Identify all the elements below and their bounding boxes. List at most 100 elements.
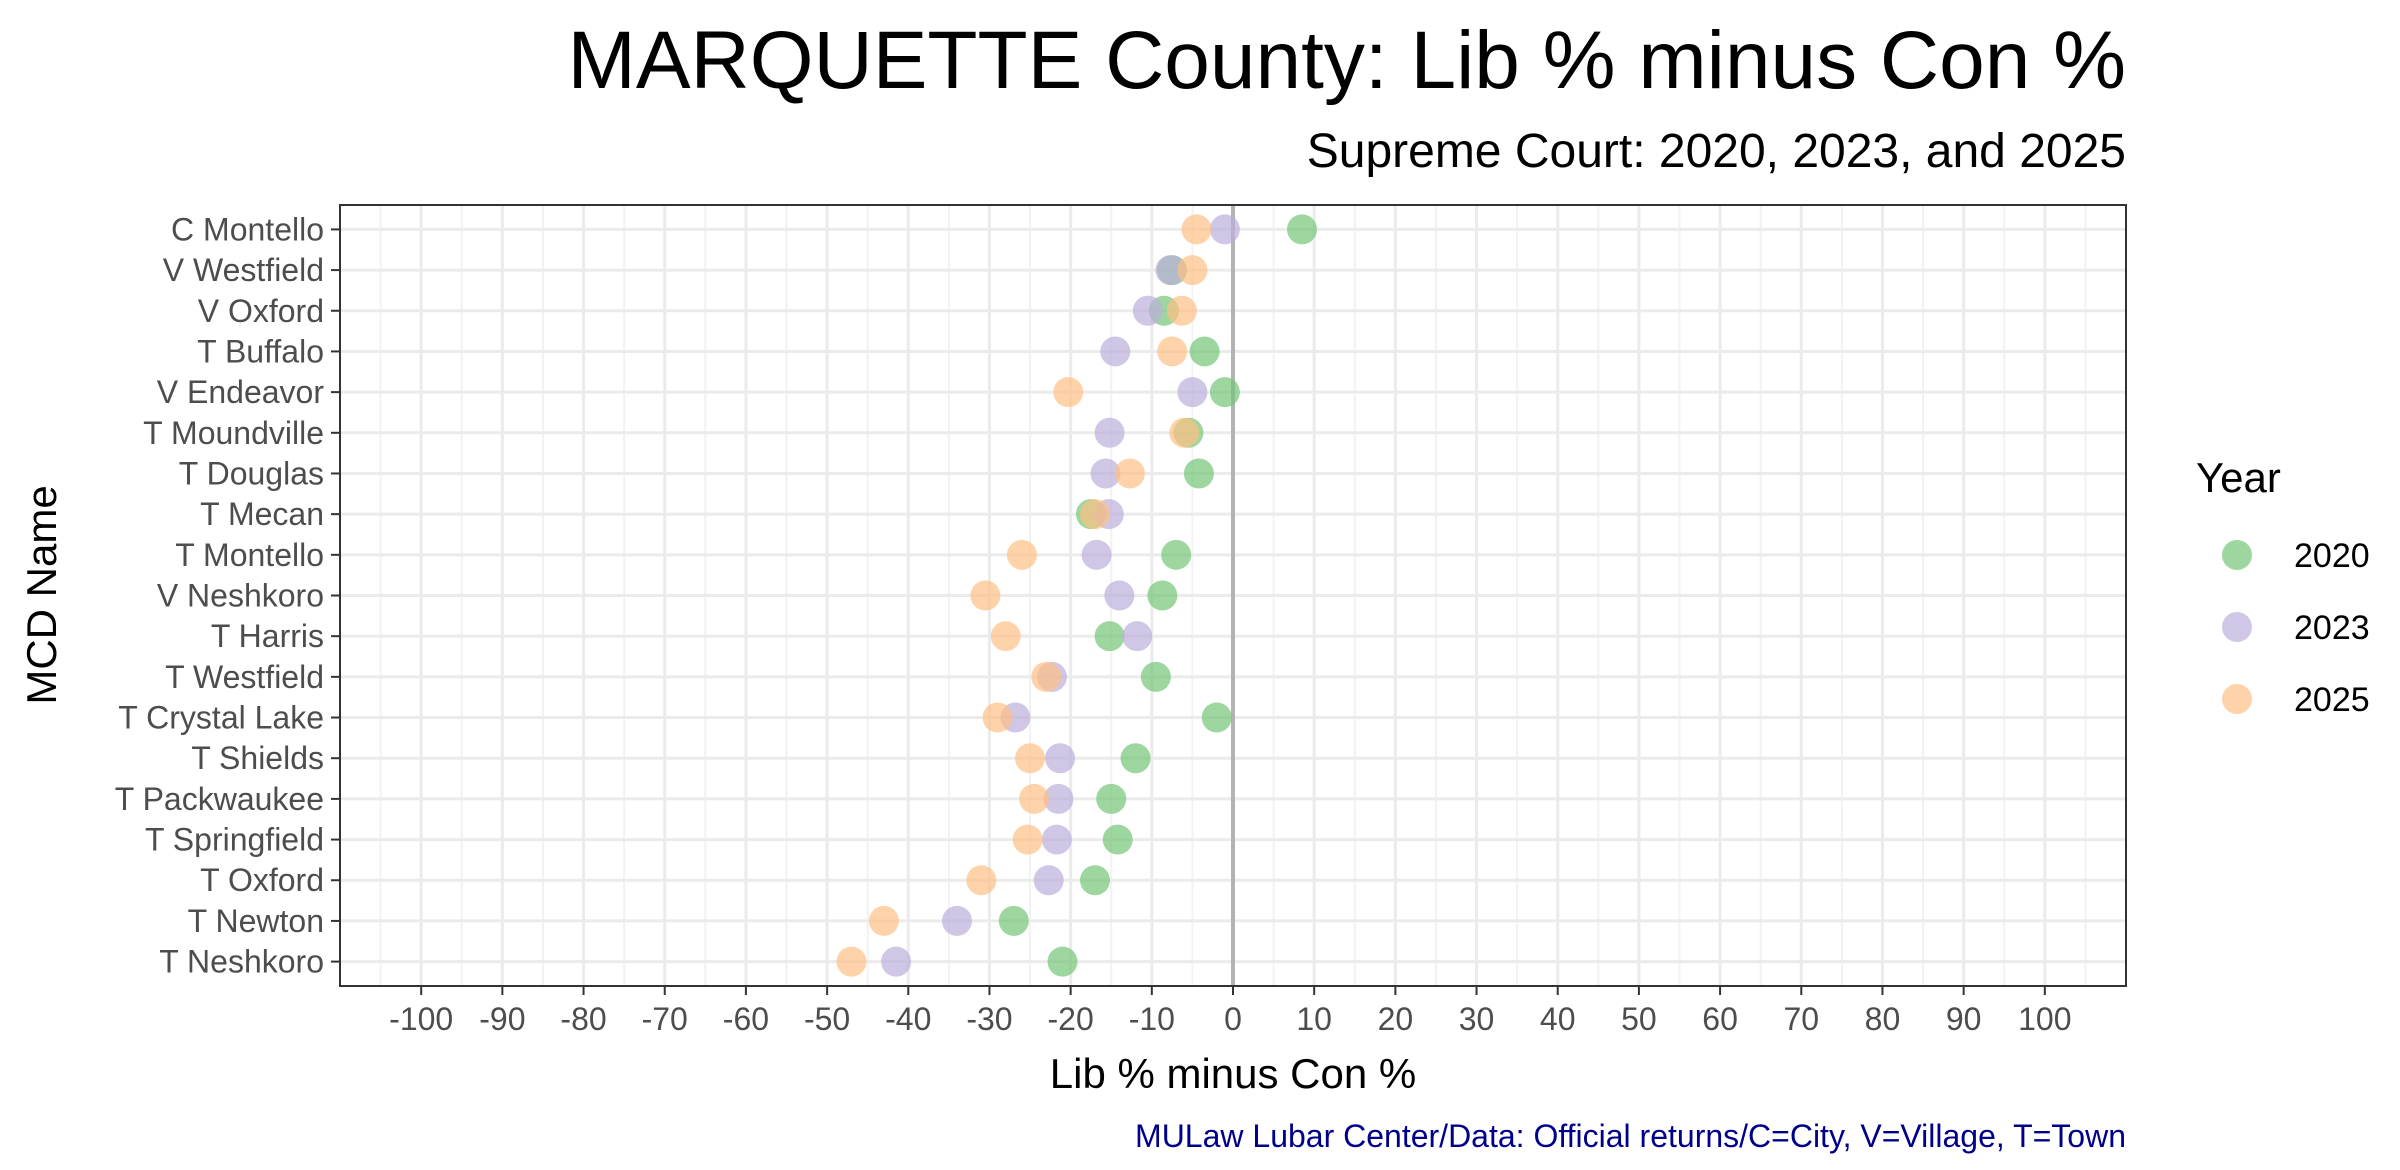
point-2025-t-montello — [1006, 539, 1037, 570]
x-tick-label: 30 — [1459, 1001, 1495, 1037]
y-axis-title: MCD Name — [18, 485, 65, 704]
x-tick-label: 70 — [1783, 1001, 1819, 1037]
x-axis-ticks: -100 -90 -80 -70 -60 -50 -40 -30 -20 -10 0 10 20 30 40… — [389, 986, 2072, 1037]
legend-key-2025 — [2222, 684, 2252, 714]
point-2020-t-harris — [1094, 621, 1125, 652]
x-tick-label: 90 — [1946, 1001, 1982, 1037]
x-tick-label: -80 — [560, 1001, 606, 1037]
point-2025-v-westfield — [1177, 255, 1208, 286]
point-2023-t-harris — [1122, 621, 1153, 652]
chart-subtitle: Supreme Court: 2020, 2023, and 2025 — [1307, 125, 2126, 178]
point-2023-v-oxford — [1132, 295, 1163, 326]
legend-key-2023 — [2222, 612, 2252, 642]
point-2023-c-montello — [1209, 214, 1240, 245]
y-tick-label: V Westfield — [163, 252, 324, 288]
point-2023-t-newton — [941, 905, 972, 936]
y-tick-label: T Buffalo — [197, 333, 324, 369]
point-2025-t-packwaukee — [1019, 783, 1050, 814]
point-2020-c-montello — [1287, 214, 1318, 245]
y-tick-label: V Oxford — [198, 293, 324, 329]
point-2020-v-endeavor — [1209, 377, 1240, 408]
legend-key-2020 — [2222, 540, 2252, 570]
y-tick-label: T Westfield — [165, 659, 324, 695]
point-2020-t-douglas — [1183, 458, 1214, 489]
point-2025-t-shields — [1015, 743, 1046, 774]
point-2025-t-westfield — [1031, 661, 1062, 692]
y-tick-label: T Harris — [211, 618, 324, 654]
point-2023-t-springfield — [1041, 824, 1072, 855]
point-2025-v-neshkoro — [970, 580, 1001, 611]
point-2023-t-neshkoro — [881, 946, 912, 977]
point-2020-t-shields — [1120, 743, 1151, 774]
chart-title: MARQUETTE County: Lib % minus Con % — [568, 15, 2126, 106]
point-2025-t-crystal-lake — [982, 702, 1013, 733]
y-tick-label: T Packwaukee — [115, 781, 324, 817]
y-tick-label: T Shields — [191, 740, 324, 776]
y-tick-label: T Montello — [175, 537, 324, 573]
point-2020-t-newton — [998, 905, 1029, 936]
legend-title: Year — [2196, 454, 2281, 501]
y-tick-label: T Douglas — [179, 455, 324, 491]
x-tick-label: 50 — [1621, 1001, 1657, 1037]
y-tick-label: T Mecan — [200, 496, 324, 532]
point-2025-t-douglas — [1114, 458, 1145, 489]
x-tick-label: 0 — [1224, 1001, 1242, 1037]
point-2023-t-buffalo — [1100, 336, 1131, 367]
legend-label-2020: 2020 — [2294, 537, 2370, 575]
point-2023-t-moundville — [1094, 417, 1125, 448]
y-axis-ticks: C Montello V Westfield V Oxford T Buffalo V … — [115, 211, 340, 980]
point-2023-t-packwaukee — [1043, 783, 1074, 814]
x-tick-label: -50 — [804, 1001, 850, 1037]
point-2025-t-buffalo — [1157, 336, 1188, 367]
point-2020-t-crystal-lake — [1201, 702, 1232, 733]
x-tick-label: -30 — [966, 1001, 1012, 1037]
point-2020-t-buffalo — [1189, 336, 1220, 367]
point-2025-t-newton — [868, 905, 899, 936]
point-2023-t-douglas — [1090, 458, 1121, 489]
y-tick-label: V Endeavor — [157, 374, 325, 410]
chart-caption: MULaw Lubar Center/Data: Official return… — [1135, 1118, 2126, 1154]
point-2023-v-neshkoro — [1104, 580, 1135, 611]
y-tick-label: T Crystal Lake — [118, 700, 324, 736]
point-2025-t-moundville — [1169, 417, 1200, 448]
point-2020-t-springfield — [1102, 824, 1133, 855]
y-tick-label: T Neshkoro — [159, 944, 324, 980]
y-tick-label: T Moundville — [143, 415, 324, 451]
x-axis-title: Lib % minus Con % — [1050, 1050, 1417, 1097]
point-2020-t-montello — [1161, 539, 1192, 570]
point-2025-c-montello — [1181, 214, 1212, 245]
point-2025-t-neshkoro — [836, 946, 867, 977]
y-tick-label: V Neshkoro — [157, 578, 324, 614]
x-tick-label: -20 — [1048, 1001, 1094, 1037]
point-2020-t-oxford — [1079, 865, 1110, 896]
point-2023-t-montello — [1081, 539, 1112, 570]
x-tick-label: -40 — [885, 1001, 931, 1037]
point-2025-v-endeavor — [1053, 377, 1084, 408]
y-tick-label: T Oxford — [200, 862, 324, 898]
point-2025-t-springfield — [1012, 824, 1043, 855]
point-2025-t-mecan — [1079, 499, 1110, 530]
point-2020-v-neshkoro — [1147, 580, 1178, 611]
point-2025-t-harris — [990, 621, 1021, 652]
legend-label-2023: 2023 — [2294, 609, 2370, 647]
x-tick-label: -90 — [479, 1001, 525, 1037]
x-tick-label: 60 — [1702, 1001, 1738, 1037]
point-2020-t-packwaukee — [1096, 783, 1127, 814]
x-tick-label: -10 — [1129, 1001, 1175, 1037]
legend: Year 2020 2023 2025 — [2196, 454, 2370, 719]
x-tick-label: 40 — [1540, 1001, 1576, 1037]
x-tick-label: -100 — [389, 1001, 453, 1037]
x-tick-label: 100 — [2018, 1001, 2071, 1037]
point-2023-t-shields — [1045, 743, 1076, 774]
point-2020-t-westfield — [1140, 661, 1171, 692]
x-tick-label: 20 — [1378, 1001, 1414, 1037]
data-points — [836, 214, 1318, 977]
y-tick-label: T Newton — [188, 903, 324, 939]
legend-label-2025: 2025 — [2294, 681, 2370, 719]
point-2025-t-oxford — [966, 865, 997, 896]
y-tick-label: C Montello — [171, 211, 324, 247]
point-2023-v-endeavor — [1177, 377, 1208, 408]
x-tick-label: -70 — [642, 1001, 688, 1037]
y-tick-label: T Springfield — [145, 822, 324, 858]
